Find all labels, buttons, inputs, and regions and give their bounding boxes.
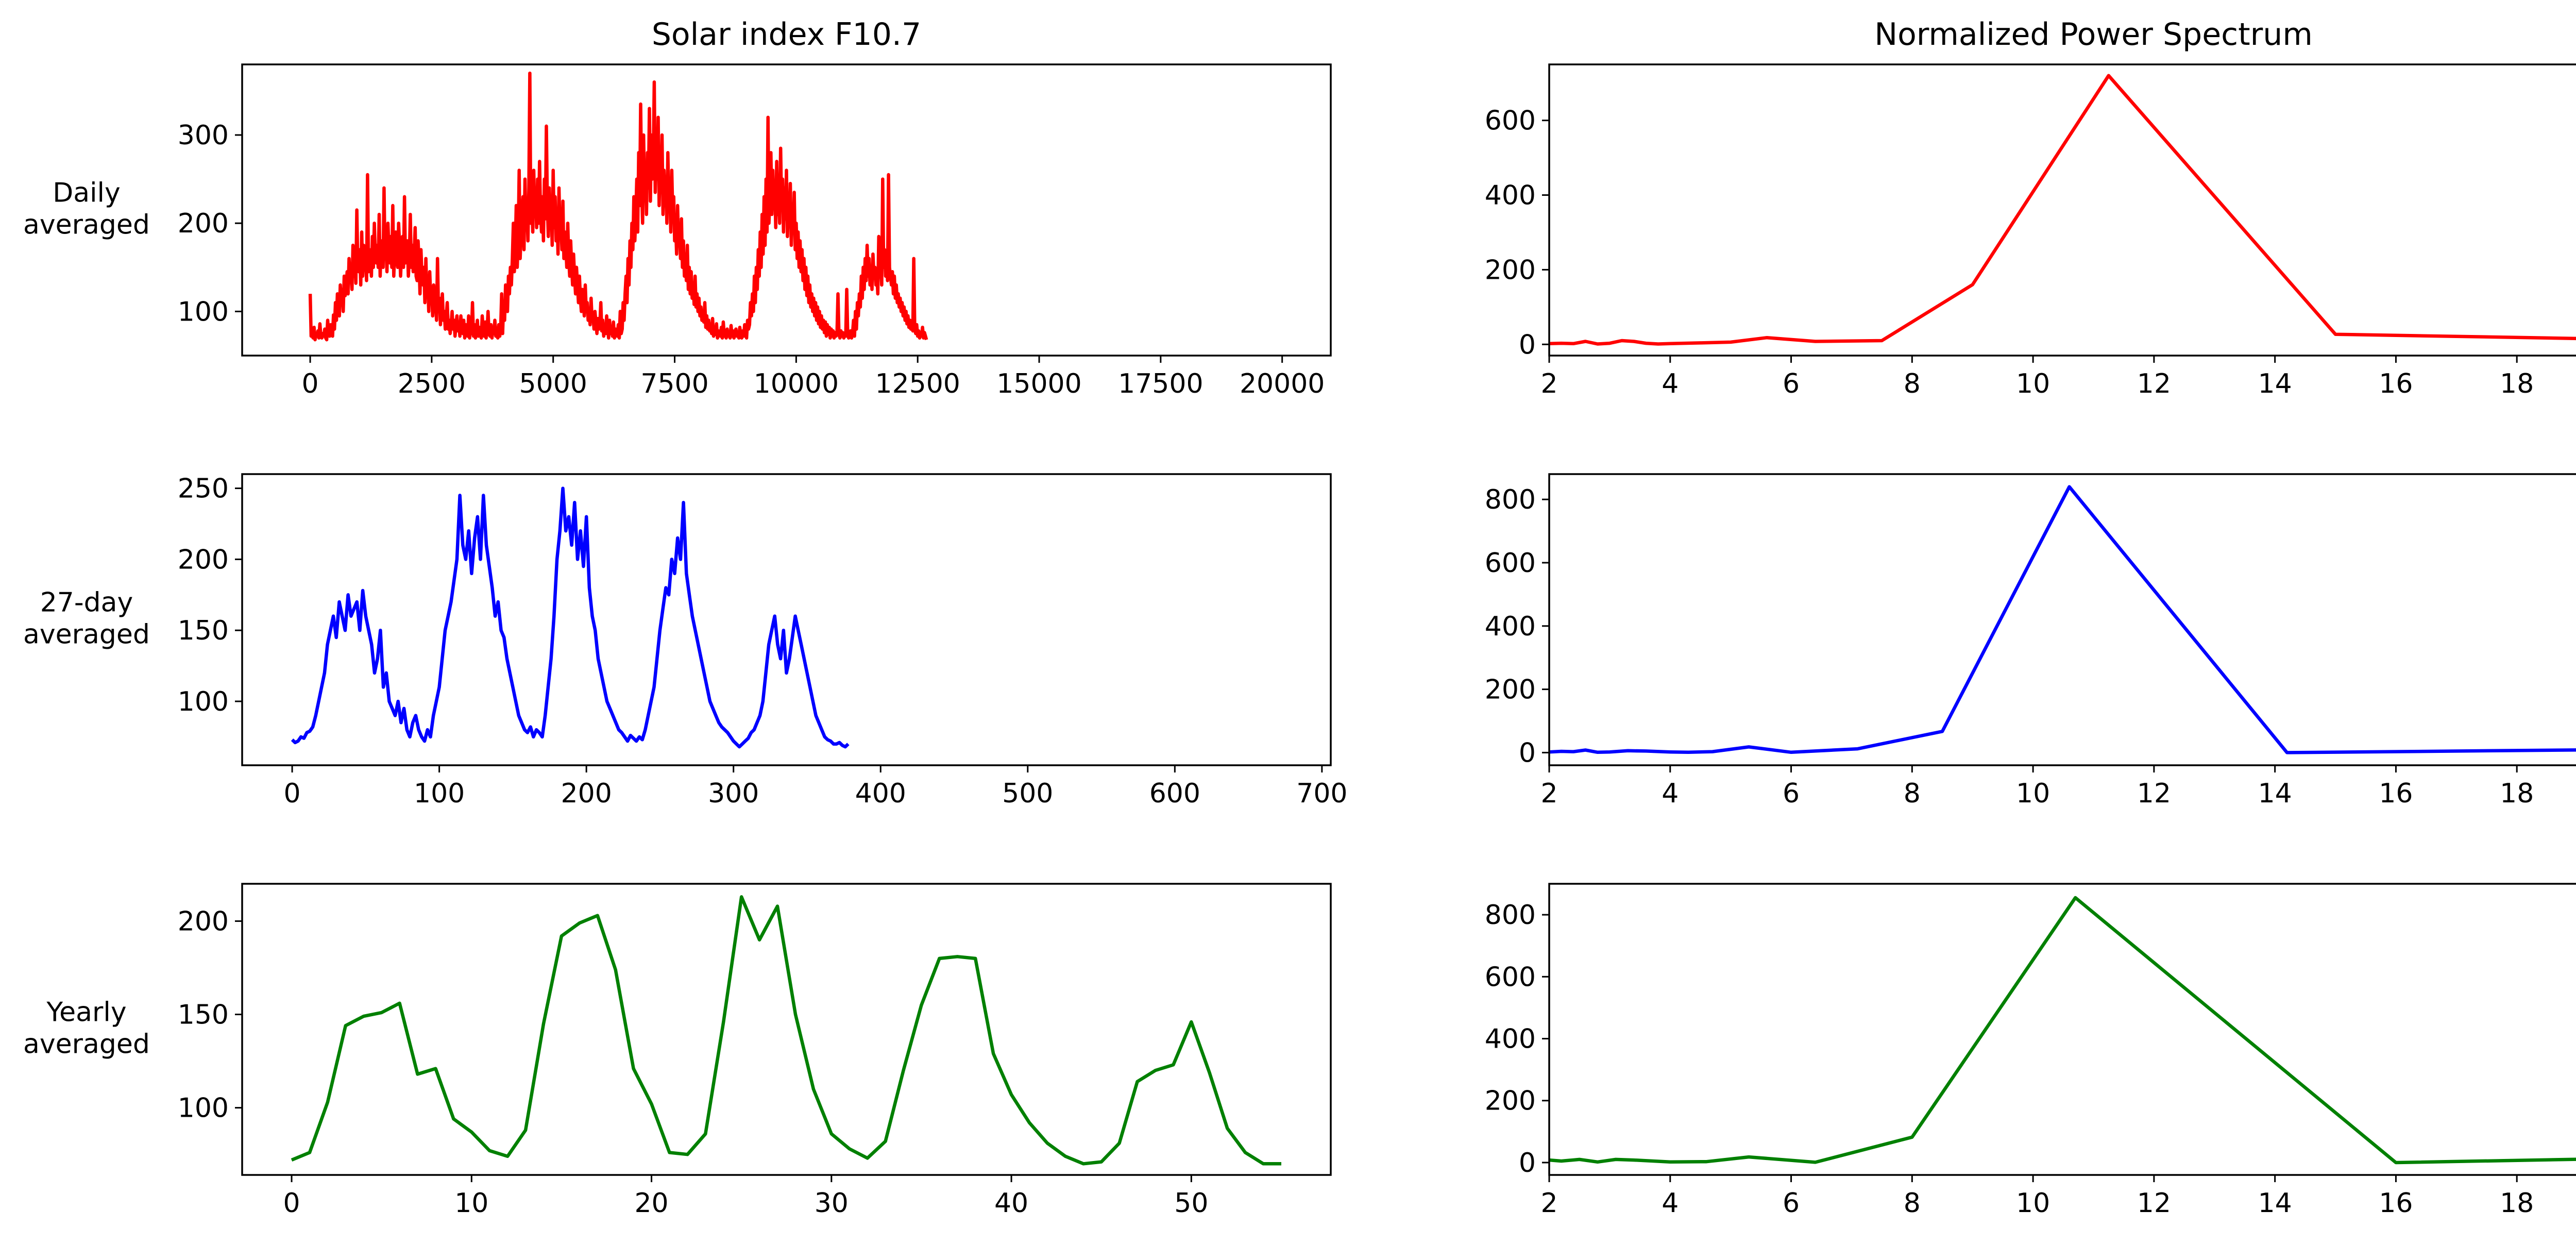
x-tick-label: 400 [855, 778, 906, 809]
y-tick-label: 800 [1485, 484, 1536, 515]
y-tick-label: 200 [1485, 1086, 1536, 1117]
y-tick-label: 200 [178, 208, 229, 239]
y-tick-label: 0 [1519, 329, 1536, 360]
x-tick-label: 2 [1540, 1188, 1557, 1219]
chart-title: Normalized Power Spectrum [1874, 16, 2313, 53]
x-tick-label: 12 [2137, 368, 2171, 399]
row-label: 27-day [40, 587, 133, 618]
series-line [308, 71, 928, 342]
x-tick-label: 700 [1296, 778, 1347, 809]
y-tick-label: 400 [1485, 1024, 1536, 1055]
chart-title: Solar index F10.7 [652, 16, 921, 53]
x-tick-label: 300 [708, 778, 759, 809]
x-tick-label: 600 [1149, 778, 1200, 809]
x-tick-label: 10 [2016, 1188, 2050, 1219]
series-line [291, 486, 850, 749]
x-tick-label: 7500 [640, 368, 708, 399]
x-tick-label: 18 [2500, 1188, 2534, 1219]
x-tick-label: 10 [2016, 368, 2050, 399]
y-tick-label: 0 [1519, 737, 1536, 768]
x-tick-label: 8 [1904, 1188, 1921, 1219]
row-label: averaged [23, 619, 150, 650]
y-tick-label: 100 [178, 296, 229, 327]
x-tick-label: 2 [1540, 778, 1557, 809]
x-tick-label: 12500 [875, 368, 960, 399]
x-tick-label: 100 [414, 778, 465, 809]
x-tick-label: 6 [1783, 1188, 1800, 1219]
x-tick-label: 40 [994, 1188, 1028, 1219]
y-tick-label: 200 [1485, 255, 1536, 285]
x-tick-label: 14 [2258, 778, 2292, 809]
axes-frame [241, 473, 1332, 766]
x-tick-label: 2 [1540, 368, 1557, 399]
y-tick-label: 600 [1485, 962, 1536, 993]
x-tick-label: 4 [1662, 1188, 1679, 1219]
axes-frame [1548, 883, 2576, 1176]
axes-frame [1548, 63, 2576, 357]
x-tick-label: 16 [2379, 778, 2413, 809]
x-tick-label: 15000 [996, 368, 1081, 399]
y-tick-label: 600 [1485, 548, 1536, 579]
row-label: averaged [23, 210, 150, 241]
x-tick-label: 8 [1904, 778, 1921, 809]
y-tick-label: 300 [178, 120, 229, 151]
x-tick-label: 200 [561, 778, 612, 809]
x-tick-label: 10 [2016, 778, 2050, 809]
y-tick-label: 200 [178, 544, 229, 575]
x-tick-label: 5000 [519, 368, 587, 399]
x-tick-label: 16 [2379, 1188, 2413, 1219]
axes-frame [241, 63, 1332, 357]
x-tick-label: 4 [1662, 778, 1679, 809]
series-line [1549, 485, 2576, 754]
series-line [1549, 896, 2576, 1165]
row-label: Daily [53, 178, 121, 209]
y-tick-label: 200 [1485, 675, 1536, 705]
x-tick-label: 18 [2500, 778, 2534, 809]
x-tick-label: 0 [283, 1188, 300, 1219]
x-tick-label: 10 [454, 1188, 488, 1219]
row-label: averaged [23, 1029, 150, 1060]
y-tick-label: 100 [178, 1093, 229, 1124]
x-tick-label: 14 [2258, 368, 2292, 399]
y-tick-label: 150 [178, 615, 229, 646]
x-tick-label: 30 [815, 1188, 849, 1219]
x-tick-label: 500 [1002, 778, 1053, 809]
axes-frame [1548, 473, 2576, 766]
x-tick-label: 12 [2137, 1188, 2171, 1219]
x-tick-label: 0 [302, 368, 319, 399]
series-line [1549, 74, 2576, 346]
x-tick-label: 18 [2500, 368, 2534, 399]
x-tick-label: 12 [2137, 778, 2171, 809]
y-tick-label: 0 [1519, 1148, 1536, 1179]
y-tick-label: 800 [1485, 900, 1536, 931]
series-line [291, 895, 1281, 1166]
x-tick-label: 6 [1783, 778, 1800, 809]
axes-frame [241, 883, 1332, 1176]
x-tick-label: 16 [2379, 368, 2413, 399]
y-tick-label: 200 [178, 906, 229, 937]
x-tick-label: 0 [284, 778, 301, 809]
y-tick-label: 150 [178, 1000, 229, 1031]
y-tick-label: 100 [178, 686, 229, 717]
x-tick-label: 20 [634, 1188, 668, 1219]
y-tick-label: 600 [1485, 106, 1536, 137]
x-tick-label: 2500 [398, 368, 466, 399]
y-tick-label: 400 [1485, 611, 1536, 642]
y-tick-label: 400 [1485, 180, 1536, 211]
x-tick-label: 8 [1904, 368, 1921, 399]
x-tick-label: 10000 [754, 368, 839, 399]
x-tick-label: 4 [1662, 368, 1679, 399]
x-tick-label: 17500 [1118, 368, 1203, 399]
x-tick-label: 20000 [1240, 368, 1325, 399]
x-tick-label: 14 [2258, 1188, 2292, 1219]
x-tick-label: 6 [1783, 368, 1800, 399]
row-label: Yearly [46, 997, 126, 1028]
y-tick-label: 250 [178, 474, 229, 505]
x-tick-label: 50 [1174, 1188, 1208, 1219]
